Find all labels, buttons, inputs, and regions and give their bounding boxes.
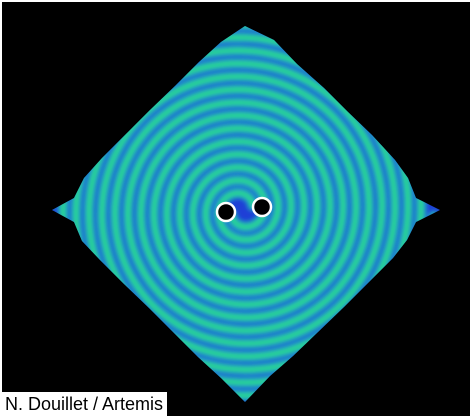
black-hole-2 — [251, 196, 273, 218]
image-credit-caption: N. Douillet / Artemis — [2, 392, 168, 416]
black-hole-1 — [215, 201, 237, 223]
black-hole-pair — [215, 196, 273, 223]
